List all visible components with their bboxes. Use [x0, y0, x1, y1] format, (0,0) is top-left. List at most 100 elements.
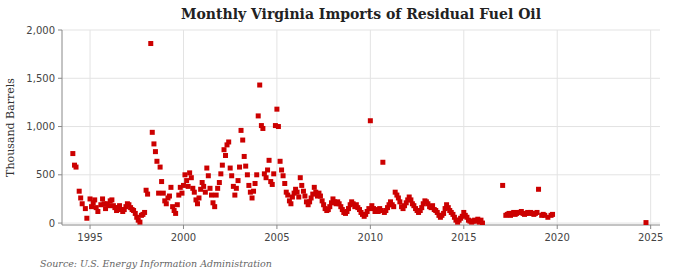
point — [156, 191, 161, 196]
point — [276, 124, 281, 129]
point — [161, 191, 166, 196]
y-tick-label: 500 — [36, 169, 55, 180]
point — [397, 199, 402, 204]
x-tick — [650, 225, 651, 229]
point — [312, 185, 317, 190]
point — [215, 186, 220, 191]
point — [237, 165, 242, 170]
point — [380, 160, 385, 165]
point — [229, 173, 234, 178]
y-tick-label: 1,000 — [26, 121, 55, 132]
y-tick — [58, 78, 62, 79]
y-tick — [58, 223, 62, 224]
point — [203, 190, 208, 195]
x-tick-label: 1995 — [77, 232, 102, 243]
point — [137, 220, 142, 225]
point — [226, 139, 231, 144]
x-tick-label: 2005 — [264, 232, 289, 243]
title: Monthly Virginia Imports of Residual Fue… — [181, 6, 541, 22]
point — [288, 201, 293, 206]
point — [302, 194, 307, 199]
point — [228, 166, 233, 171]
y-tick — [58, 126, 62, 127]
point — [145, 192, 150, 197]
point — [158, 165, 163, 170]
point — [232, 193, 237, 198]
point — [274, 107, 279, 112]
point — [142, 210, 147, 215]
point — [271, 171, 276, 176]
point — [480, 221, 485, 225]
y-grid-line — [62, 223, 660, 224]
point — [441, 211, 446, 216]
y-tick-label: 2,000 — [26, 25, 55, 36]
x-grid-line — [370, 30, 371, 225]
point — [106, 203, 111, 208]
point — [218, 171, 223, 176]
point — [173, 211, 178, 216]
point — [253, 181, 258, 186]
x-tick-label: 2015 — [451, 232, 476, 243]
point — [245, 172, 250, 177]
x-tick-label: 2010 — [358, 232, 383, 243]
point — [181, 183, 186, 188]
x-grid-line — [557, 30, 558, 225]
x-tick — [557, 225, 558, 229]
point — [265, 167, 270, 172]
point — [109, 197, 114, 202]
x-tick — [370, 225, 371, 229]
point — [267, 158, 272, 163]
x-grid-line — [183, 30, 184, 225]
point — [153, 149, 158, 154]
y-grid-line — [62, 30, 660, 31]
point — [254, 172, 259, 177]
point — [77, 189, 82, 194]
x-grid-line — [650, 30, 651, 225]
y-tick-label: 0 — [49, 218, 55, 229]
point — [187, 170, 192, 175]
grid — [62, 30, 660, 225]
point — [80, 201, 85, 206]
point — [195, 201, 200, 206]
point — [295, 190, 300, 195]
y-grid-line — [62, 126, 660, 127]
point — [223, 153, 228, 158]
point — [189, 175, 194, 180]
x-tick — [276, 225, 277, 229]
point — [209, 193, 214, 198]
y-grid-line — [62, 174, 660, 175]
point — [175, 202, 180, 207]
point — [217, 180, 222, 185]
point — [167, 194, 172, 199]
point — [242, 154, 247, 159]
point — [243, 164, 248, 169]
point — [95, 209, 100, 214]
point — [164, 201, 169, 206]
x-grid-line — [90, 30, 91, 225]
point — [256, 113, 261, 118]
x-grid-line — [463, 30, 464, 225]
y-grid-line — [62, 78, 660, 79]
point — [83, 206, 88, 211]
point — [368, 118, 373, 123]
point — [257, 83, 262, 88]
point — [285, 193, 290, 198]
point — [201, 184, 206, 189]
point — [184, 178, 189, 183]
x-axis-line — [62, 225, 660, 226]
point — [168, 185, 173, 190]
point — [150, 130, 155, 135]
point — [299, 183, 304, 188]
axes: 199520002005201020152020202505001,0001,5… — [26, 25, 663, 244]
point — [182, 172, 187, 177]
point — [270, 182, 275, 187]
point — [222, 147, 227, 152]
point — [279, 167, 284, 172]
point — [100, 196, 105, 201]
y-axis-line — [62, 30, 63, 225]
point — [282, 181, 287, 186]
point — [391, 204, 396, 209]
point — [186, 184, 191, 189]
point — [643, 220, 648, 225]
point — [250, 195, 255, 200]
